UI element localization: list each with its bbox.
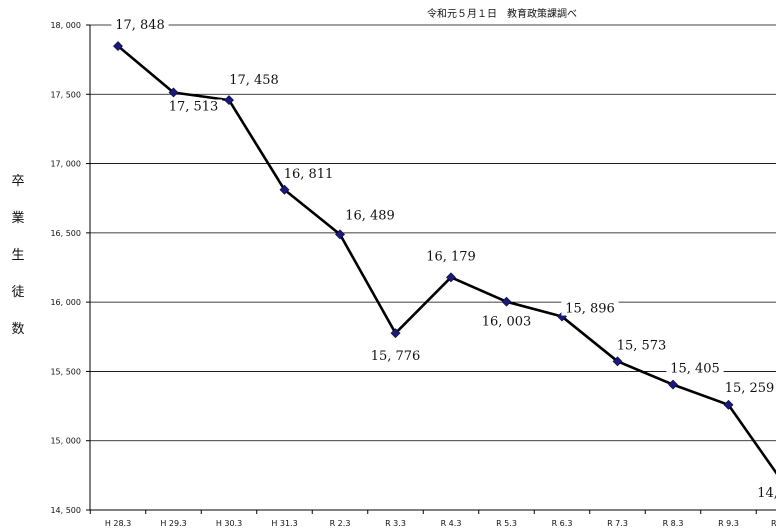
data-label-bg (111, 18, 169, 33)
x-tick-label: H 28.3 (105, 519, 131, 528)
x-tick-label: R 6.3 (552, 519, 573, 528)
data-label: 15, 776 (371, 349, 421, 364)
data-label: 17, 458 (229, 73, 279, 88)
y-axis-label-char: 生 (11, 248, 24, 263)
source-note: 令和元５月１日 教育政策課調べ (427, 7, 577, 20)
y-tick-label: 16, 500 (50, 229, 81, 238)
data-point (279, 184, 290, 195)
data-label: 14, 688 (757, 486, 776, 501)
data-point (723, 399, 734, 410)
y-tick-label: 17, 500 (50, 90, 81, 99)
data-label-bg (164, 99, 223, 114)
data-label-bg (366, 349, 425, 364)
data-point (446, 272, 456, 283)
y-tick-label: 14, 500 (50, 506, 81, 515)
y-tick-labels: 14, 500 15, 000 15, 500 16, 000 16, 500 17, 0… (50, 21, 81, 515)
y-tick-label: 18, 000 (50, 21, 81, 30)
data-point (612, 356, 623, 367)
data-label-bg (753, 485, 776, 500)
x-tick-label: R 4.3 (441, 519, 462, 528)
data-label-bg (341, 208, 399, 223)
data-label-bg (279, 166, 338, 181)
y-axis-label-char: 卒 (11, 174, 24, 189)
data-label: 16, 003 (482, 315, 532, 330)
x-tick-label: R 9.3 (718, 519, 739, 528)
data-point (668, 379, 678, 390)
data-label: 17, 513 (169, 99, 219, 114)
data-label: 16, 811 (284, 167, 334, 182)
x-tick-label: H 31.3 (271, 519, 297, 528)
x-tick-label: H 30.3 (216, 519, 242, 528)
data-label: 15, 573 (617, 338, 667, 353)
data-label-bg (422, 249, 480, 264)
x-tick-labels: H 28.3 H 29.3 H 30.3 H 31.3 R 2.3 R 3.3 R 4.3 R… (105, 519, 776, 528)
data-label-bg (666, 361, 724, 376)
x-tick-label: H 29.3 (160, 519, 186, 528)
x-tick-label: R 10.3 (771, 519, 776, 528)
data-label: 15, 259 (725, 381, 775, 396)
data-point (501, 296, 512, 307)
data-label: 15, 896 (565, 302, 615, 317)
series-line (113, 41, 776, 475)
y-axis-label-char: 徒 (11, 285, 24, 300)
data-labels: 17, 848 17, 513 17, 458 16, 811 16, 489 15, 7… (111, 18, 776, 501)
y-tick-label: 15, 500 (50, 367, 81, 376)
data-point (335, 229, 345, 240)
data-label: 16, 489 (345, 208, 395, 223)
x-tick-label: R 2.3 (330, 519, 351, 528)
y-tick-label: 17, 000 (50, 160, 81, 169)
data-label-bg (477, 314, 536, 329)
axes (86, 24, 776, 514)
data-label: 16, 179 (426, 249, 476, 264)
y-tick-label: 16, 000 (50, 298, 81, 307)
x-tick-label: R 3.3 (385, 519, 406, 528)
data-point (224, 95, 234, 106)
data-label: 15, 405 (670, 362, 720, 377)
x-tick-label: R 8.3 (663, 519, 684, 528)
data-label: 17, 848 (115, 18, 165, 33)
data-label-bg (612, 338, 671, 353)
data-point (390, 328, 401, 339)
y-tick-label: 15, 000 (50, 437, 81, 446)
y-axis-label-char: 業 (11, 210, 24, 226)
data-point (113, 41, 123, 52)
data-point (168, 87, 179, 98)
x-tick-label: R 7.3 (607, 519, 628, 528)
gridlines (90, 24, 776, 442)
data-label-bg (561, 301, 619, 316)
data-label-bg (225, 73, 283, 88)
data-label-bg (720, 380, 776, 395)
x-tick-label: R 5.3 (496, 519, 517, 528)
y-axis-label-char: 数 (11, 322, 24, 337)
